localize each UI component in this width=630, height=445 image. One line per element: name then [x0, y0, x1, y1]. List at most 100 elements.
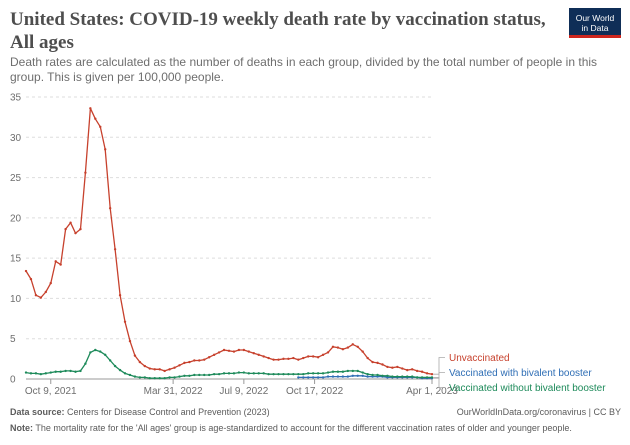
data-point [222, 348, 226, 352]
data-point [262, 355, 265, 358]
data-point [207, 356, 211, 359]
data-point [376, 361, 379, 365]
data-point [267, 356, 270, 360]
data-point [217, 351, 221, 354]
data-point [113, 248, 117, 251]
source-label: Data source: [10, 407, 65, 417]
x-tick-label: Mar 31, 2022 [144, 386, 203, 397]
data-point [163, 376, 166, 380]
legend-connector [433, 376, 445, 388]
data-point [277, 358, 280, 361]
data-point [282, 372, 285, 376]
data-point [391, 375, 394, 378]
data-point [89, 351, 92, 354]
data-point [331, 375, 335, 378]
data-point [84, 362, 87, 365]
data-point [173, 376, 176, 379]
data-point [391, 366, 394, 369]
data-point [311, 376, 315, 379]
data-point [84, 171, 87, 174]
data-point [148, 376, 151, 380]
data-point [44, 290, 48, 294]
data-point [222, 372, 226, 375]
data-point [242, 371, 246, 374]
data-point [128, 339, 132, 343]
credit-link[interactable]: OurWorldInData.org/coronavirus | CC BY [456, 407, 621, 417]
data-point [257, 353, 260, 357]
data-point [292, 356, 295, 360]
data-point [425, 372, 429, 375]
data-point [188, 374, 191, 377]
data-point [183, 361, 186, 365]
data-point [163, 369, 166, 373]
data-point [346, 369, 350, 373]
data-point [381, 374, 384, 377]
data-point [326, 371, 330, 374]
data-point [321, 376, 325, 379]
x-tick-label: Apr 1, 2023 [406, 386, 458, 397]
data-point [198, 373, 201, 377]
data-point [420, 376, 424, 379]
data-point [272, 372, 275, 376]
data-point [29, 277, 33, 281]
data-point [158, 376, 161, 380]
data-point [94, 348, 97, 352]
series-line [298, 375, 432, 379]
x-tick-label: Oct 9, 2021 [25, 386, 77, 397]
data-point [69, 221, 72, 224]
data-point [24, 269, 28, 273]
data-point [138, 360, 142, 364]
data-point [282, 357, 285, 361]
data-point [133, 375, 137, 378]
source-link[interactable]: Centers for Disease Control and Preventi… [67, 407, 270, 417]
data-point [203, 373, 206, 377]
data-point [287, 372, 290, 376]
data-point [252, 352, 255, 355]
data-point [371, 373, 374, 377]
data-point [153, 376, 156, 380]
x-tick-label: Oct 17, 2022 [286, 386, 344, 397]
data-point [307, 372, 310, 375]
data-point [113, 364, 117, 368]
data-point [316, 372, 320, 375]
data-point [292, 372, 295, 376]
data-point [361, 350, 364, 353]
data-point [297, 358, 300, 361]
data-point [54, 260, 57, 263]
data-point [74, 231, 77, 235]
data-point [410, 375, 414, 378]
data-point [351, 343, 354, 346]
data-point [44, 372, 48, 375]
y-tick-label: 20 [10, 213, 22, 224]
data-point [188, 360, 191, 364]
data-point [74, 370, 77, 373]
data-point [183, 374, 186, 377]
data-point [371, 360, 374, 364]
data-point [168, 368, 171, 371]
data-point [331, 370, 335, 373]
series-line [25, 107, 433, 375]
data-point [39, 296, 43, 299]
data-point [311, 372, 315, 375]
data-point [302, 356, 305, 360]
data-point [366, 356, 369, 360]
data-point [24, 371, 28, 374]
data-point [128, 373, 132, 377]
owid-logo[interactable]: Our World in Data [569, 8, 621, 38]
chart-subtitle: Death rates are calculated as the number… [10, 55, 598, 84]
data-source: Data source: Centers for Disease Control… [10, 407, 270, 417]
data-point [381, 363, 384, 366]
data-point [104, 148, 107, 151]
data-point [237, 371, 241, 374]
data-point [257, 372, 260, 375]
data-point [356, 369, 359, 373]
y-tick-label: 35 [10, 93, 22, 104]
data-point [79, 227, 82, 231]
data-point [316, 356, 320, 359]
data-point [267, 372, 270, 376]
data-point [118, 294, 122, 297]
data-point [108, 206, 112, 210]
data-point [118, 368, 122, 372]
data-point [203, 358, 206, 361]
